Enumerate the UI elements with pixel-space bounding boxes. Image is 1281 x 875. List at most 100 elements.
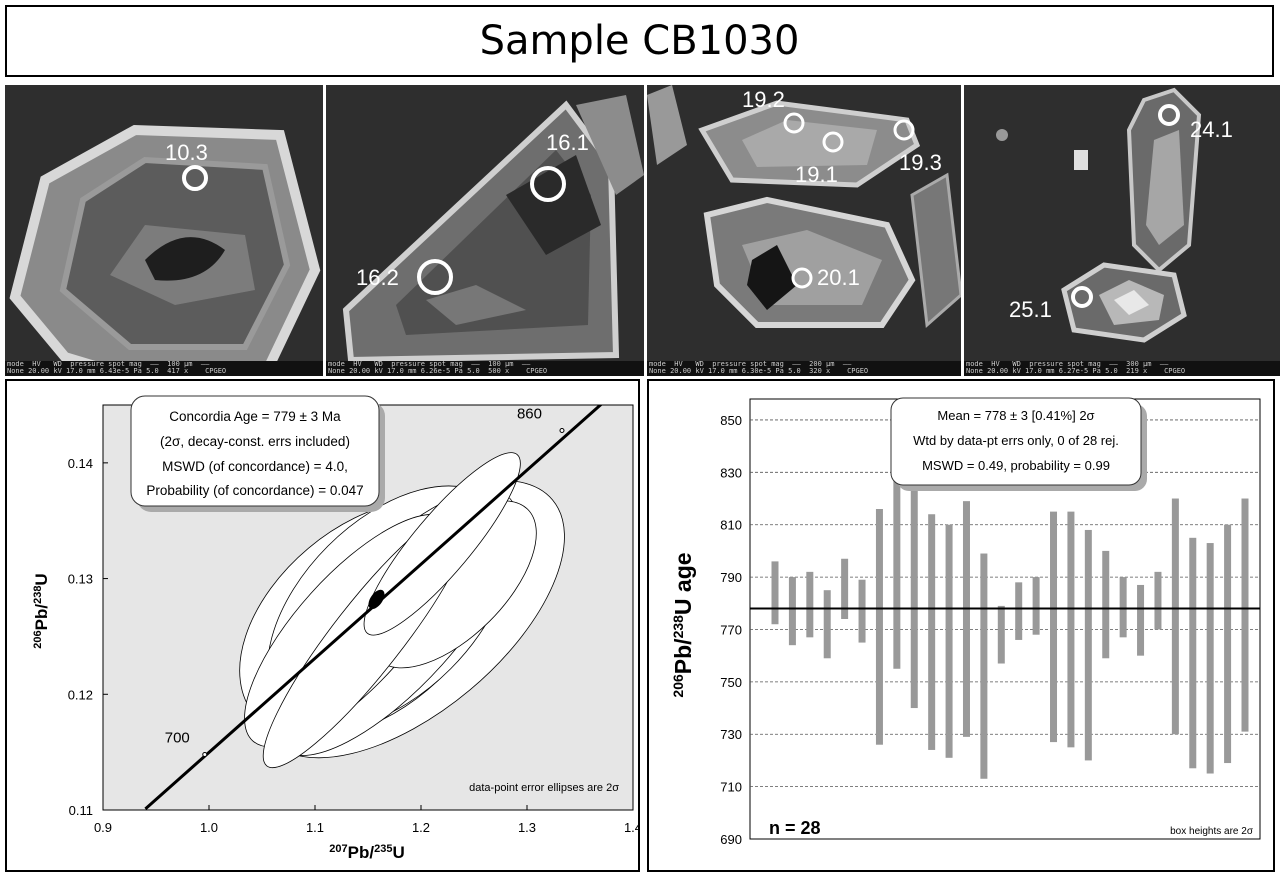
weighted-mean-chart: 690 710 730 750 770 790 810 830 850 Mean = 778 ±… [670, 397, 1261, 847]
x-tick-label: 1.4 [624, 820, 638, 835]
sem-image-1: 10.3 mode HV WD pressure spot mag —— 100… [5, 85, 323, 376]
spot-circle-19-3 [893, 119, 915, 141]
wm-n-label: n = 28 [769, 818, 821, 838]
y-axis-label: 206Pb/238U [32, 573, 51, 648]
spot-label-24-1: 24.1 [1190, 117, 1233, 142]
x-tick-label: 1.2 [412, 820, 430, 835]
weighted-mean-panel: 690 710 730 750 770 790 810 830 850 Mean = 778 ±… [647, 379, 1275, 872]
info-line-2: (2σ, decay-const. errs included) [160, 434, 350, 449]
wm-y-tick-labels: 690 710 730 750 770 790 810 830 850 [720, 413, 742, 847]
wm-age-box [1137, 584, 1145, 656]
sem-image-2: 16.1 16.2 mode HV WD pressure spot mag —… [326, 85, 644, 376]
zircon-grain-4: 24.1 25.1 [996, 87, 1233, 343]
wm-age-box [823, 590, 831, 659]
concordia-curve [144, 405, 603, 810]
wm-y-tick-label: 730 [720, 727, 742, 742]
wm-note: box heights are 2σ [1170, 826, 1254, 837]
wm-age-box [1119, 577, 1127, 638]
wm-age-box [945, 524, 953, 758]
sem-image-4: 24.1 25.1 mode HV WD pressure spot mag —… [964, 85, 1280, 376]
wm-y-tick-label: 750 [720, 675, 742, 690]
zircon-grain-3: 19.2 19.1 19.3 20.1 [647, 85, 961, 329]
y-tick-label: 0.13 [68, 572, 93, 587]
wm-age-box [875, 509, 883, 745]
ellipse-note: data-point error ellipses are 2σ [469, 782, 619, 794]
age-label-860: 860 [517, 405, 542, 422]
wm-age-box [928, 514, 936, 750]
wm-age-box [1084, 529, 1092, 761]
wm-age-box [771, 561, 779, 625]
page-title: Sample CB1030 [479, 18, 800, 64]
spot-circle-25-1 [1071, 286, 1093, 308]
wm-age-box [1102, 550, 1110, 659]
y-tick-label: 0.12 [68, 687, 93, 702]
wm-info-line-3: MSWD = 0.49, probability = 0.99 [922, 458, 1110, 473]
wm-age-box [1154, 571, 1162, 630]
wm-age-box [1032, 577, 1040, 635]
wm-age-box [1206, 543, 1214, 774]
wm-age-box [1050, 511, 1058, 743]
wm-info-line-2: Wtd by data-pt errs only, 0 of 28 rej. [913, 433, 1119, 448]
spot-label-25-1: 25.1 [1009, 297, 1052, 322]
x-tick-label: 0.9 [94, 820, 112, 835]
concordia-age-ellipse [368, 589, 385, 610]
wm-age-box [1224, 524, 1232, 764]
x-axis-label: 207Pb/235U [329, 843, 404, 862]
wm-age-box [910, 404, 918, 709]
spot-circle-19-1 [822, 131, 844, 153]
wm-y-tick-label: 830 [720, 465, 742, 480]
info-line-3: MSWD (of concordance) = 4.0, [162, 459, 348, 474]
age-label-700: 700 [165, 729, 190, 746]
concordia-chart: 700 860 0.9 1.0 1.1 1.2 1.3 1.4 0.11 0.12 0.13 0… [32, 395, 642, 862]
wm-age-box [1171, 498, 1179, 735]
concordia-age-labels: 700 860 [165, 405, 565, 757]
spot-label-10-3: 10.3 [165, 140, 208, 165]
spot-label-20-1: 20.1 [817, 265, 860, 290]
wm-age-box [1067, 511, 1075, 748]
y-tick-label: 0.11 [69, 803, 93, 818]
x-tick-label: 1.1 [306, 820, 324, 835]
zircon-grain-1: 10.3 [9, 124, 321, 376]
title-box: Sample CB1030 [5, 5, 1274, 77]
wm-age-box [1189, 537, 1197, 769]
wm-age-boxes [771, 404, 1249, 779]
spot-circle-19-2 [783, 112, 805, 134]
sem-image-3: 19.2 19.1 19.3 20.1 mode HV WD pressure … [647, 85, 961, 376]
concordia-panel: 700 860 0.9 1.0 1.1 1.2 1.3 1.4 0.11 0.12 0.13 0… [5, 379, 642, 872]
y-tick-label: 0.14 [68, 456, 93, 471]
sem-footer-1: mode HV WD pressure spot mag —— 100 µm —… [5, 361, 323, 376]
wm-age-box [997, 605, 1005, 664]
x-tick-label: 1.0 [200, 820, 218, 835]
wm-age-box [1015, 582, 1023, 640]
spot-label-16-2: 16.2 [356, 265, 399, 290]
wm-y-tick-label: 690 [720, 832, 742, 847]
error-ellipses [239, 452, 565, 769]
wm-y-tick-label: 850 [720, 413, 742, 428]
wm-info-box [890, 397, 1142, 486]
wm-age-box [806, 571, 814, 638]
spot-label-16-1: 16.1 [546, 130, 589, 155]
sem-footer-4: mode HV WD pressure spot mag —— 300 µm —… [964, 361, 1280, 376]
info-line-1: Concordia Age = 779 ± 3 Ma [169, 409, 341, 424]
wm-info-line-1: Mean = 778 ± 3 [0.41%] 2σ [937, 408, 1094, 423]
sem-footer-2: mode HV WD pressure spot mag —— 100 µm —… [326, 361, 644, 376]
spot-circle-16-1 [530, 166, 566, 202]
wm-age-box [858, 579, 866, 643]
spot-circle-10-3 [182, 165, 208, 191]
wm-y-tick-label: 810 [720, 518, 742, 533]
spot-label-19-2: 19.2 [742, 87, 785, 112]
wm-age-box [788, 577, 796, 646]
wm-age-box [962, 501, 970, 737]
spot-label-19-3: 19.3 [899, 150, 942, 175]
info-box [130, 395, 380, 507]
wm-age-box [1241, 498, 1249, 732]
wm-y-tick-label: 770 [720, 622, 742, 637]
x-tick-labels: 0.9 1.0 1.1 1.2 1.3 1.4 [94, 805, 642, 835]
x-tick-label: 1.3 [518, 820, 536, 835]
sem-footer-3: mode HV WD pressure spot mag —— 200 µm —… [647, 361, 961, 376]
zircon-grain-2: 16.1 16.2 [342, 95, 644, 364]
spot-label-19-1: 19.1 [795, 162, 838, 187]
info-line-4: Probability (of concordance) = 0.047 [146, 483, 363, 498]
spot-circle-24-1 [1158, 104, 1180, 126]
wm-y-axis-label: 206Pb/238U age [670, 552, 696, 697]
